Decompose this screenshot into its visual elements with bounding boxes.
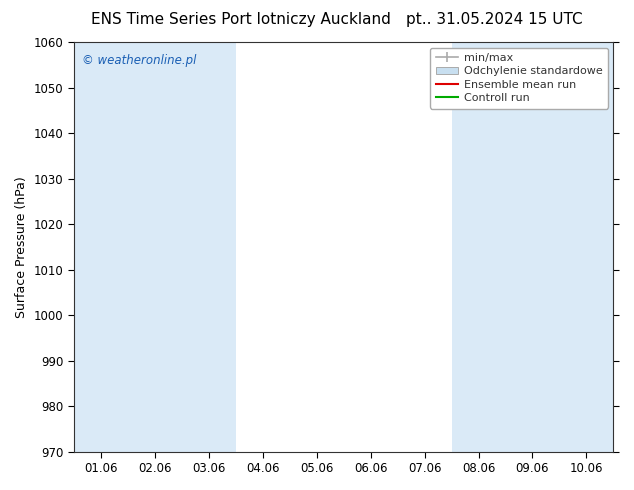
Legend: min/max, Odchylenie standardowe, Ensemble mean run, Controll run: min/max, Odchylenie standardowe, Ensembl…: [430, 48, 608, 109]
Y-axis label: Surface Pressure (hPa): Surface Pressure (hPa): [15, 176, 28, 318]
Bar: [127, 42, 182, 452]
Text: © weatheronline.pl: © weatheronline.pl: [82, 54, 196, 67]
Bar: [505, 42, 559, 452]
Bar: [182, 42, 236, 452]
Bar: [451, 42, 505, 452]
Bar: [74, 42, 127, 452]
Text: ENS Time Series Port lotniczy Auckland: ENS Time Series Port lotniczy Auckland: [91, 12, 391, 27]
Text: pt.. 31.05.2024 15 UTC: pt.. 31.05.2024 15 UTC: [406, 12, 583, 27]
Bar: [559, 42, 614, 452]
